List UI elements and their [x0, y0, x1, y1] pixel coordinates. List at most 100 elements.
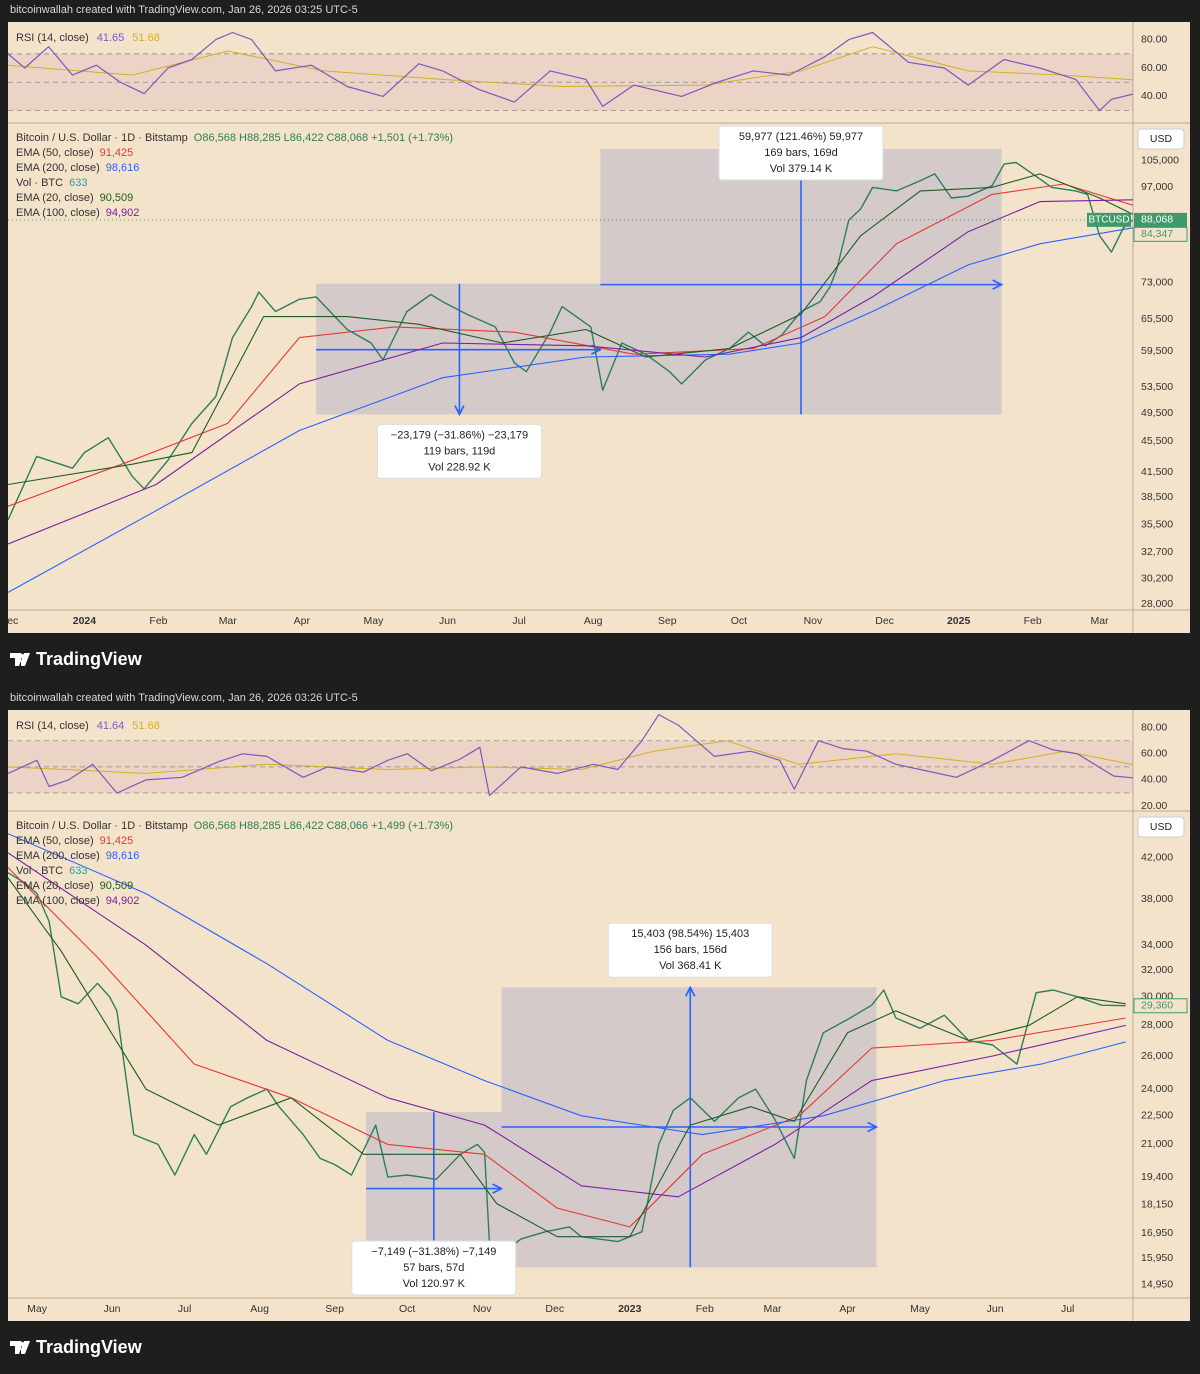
legend-entry: Vol · BTC 633 [16, 177, 87, 189]
measure-label: −7,149 (−31.38%) −7,149 [371, 1246, 496, 1258]
measure-label: Vol 379.14 K [770, 163, 833, 175]
rsi-legend: RSI (14, close) 41.65 51.68 [16, 32, 160, 44]
series-line [8, 877, 1126, 1238]
price-tick-label: 34,000 [1141, 939, 1173, 951]
rsi-legend-title: RSI (14, close) [16, 720, 89, 732]
legend-name: EMA (50, close) [16, 835, 94, 847]
price-tag-label: 88,068 [1141, 214, 1173, 226]
legend-entry: EMA (100, close) 94,902 [16, 895, 139, 907]
measure-label-box [718, 125, 884, 181]
header: bitcoinwallah created with TradingView.c… [10, 692, 358, 704]
price-tag [1133, 998, 1188, 1014]
x-tick-label: Feb [1024, 615, 1042, 627]
measure-label-box [376, 423, 542, 479]
measure-label: 57 bars, 57d [403, 1262, 464, 1274]
measure-label: Vol 368.41 K [659, 960, 722, 972]
symbol-tag-label: BTCUSD [1088, 214, 1129, 225]
legend-entry: EMA (200, close) 98,616 [16, 162, 139, 174]
rsi-tick-label: 40.00 [1141, 774, 1167, 786]
x-tick-label: Jun [104, 1303, 121, 1315]
legend-name: Vol · BTC [16, 177, 63, 189]
x-tick-label: Sep [325, 1303, 344, 1315]
currency-box [1137, 128, 1185, 150]
price-tick-label: 73,000 [1141, 277, 1173, 289]
x-tick-label: Jul [178, 1303, 191, 1315]
price-tick-label: 32,000 [1141, 964, 1173, 976]
rsi-legend-value: 51.68 [132, 720, 160, 732]
x-tick-label: Apr [294, 615, 311, 627]
price-tick-label: 45,500 [1141, 435, 1173, 447]
price-tick-label: 19,400 [1141, 1171, 1173, 1183]
x-tick-label: Oct [731, 615, 747, 627]
x-tick-label: 2024 [73, 615, 97, 627]
x-tick-label: May [364, 615, 385, 627]
measure-label-box [351, 1240, 517, 1296]
rsi-legend: RSI (14, close) 41.64 51.68 [16, 720, 160, 732]
legend-name: EMA (20, close) [16, 192, 94, 204]
logo-mark [10, 653, 30, 666]
legend-entry: Bitcoin / U.S. Dollar · 1D · Bitstamp O86… [16, 132, 453, 144]
series-line [8, 31, 1133, 112]
x-tick-label: May [910, 1303, 931, 1315]
legend-name: EMA (20, close) [16, 880, 94, 892]
legend-value: 98,616 [106, 162, 140, 174]
legend-value: 91,425 [100, 835, 134, 847]
price-tick-label: 18,150 [1141, 1198, 1173, 1210]
rsi-tick-label: 60.00 [1141, 62, 1167, 74]
symbol-tag [1087, 212, 1131, 227]
price-tick-label: 28,000 [1141, 1019, 1173, 1031]
logo-dot [19, 653, 24, 659]
measure-label: Vol 120.97 K [403, 1278, 466, 1290]
price-tick-label: 22,500 [1141, 1110, 1173, 1122]
x-tick-label: Aug [250, 1303, 269, 1315]
logo-dot [19, 1341, 24, 1347]
legend-name: Bitcoin / U.S. Dollar · 1D · Bitstamp [16, 820, 188, 832]
x-tick-label: Feb [696, 1303, 714, 1315]
measure-label-box [607, 922, 773, 978]
currency-box [1137, 816, 1185, 838]
legend-value: O86,568 H88,285 L86,422 C88,068 +1,501 (… [194, 132, 453, 144]
rsi-tick-label: 60.00 [1141, 748, 1167, 760]
price-tick-label: 105,000 [1141, 155, 1179, 167]
series-line [8, 833, 1126, 1136]
price-tick-label: 41,500 [1141, 466, 1173, 478]
x-tick-label: Jun [987, 1303, 1004, 1315]
rsi-tick-label: 40.00 [1141, 90, 1167, 102]
price-tick-label: 28,000 [1141, 598, 1173, 610]
price-tick-label: 97,000 [1141, 181, 1173, 193]
legend-entry: Bitcoin / U.S. Dollar · 1D · Bitstamp O86… [16, 820, 453, 832]
x-tick-label: May [27, 1303, 48, 1315]
legend-entry: EMA (50, close) 91,425 [16, 147, 133, 159]
series-line [8, 227, 1133, 593]
price-tick-label: 24,000 [1141, 1083, 1173, 1095]
legend-value: 94,902 [106, 895, 140, 907]
logo-text: TradingView [36, 649, 143, 669]
chart: bitcoinwallah created with TradingView.c… [7, 4, 1190, 669]
legend-entry: Vol · BTC 633 [16, 865, 87, 877]
legend-entry: EMA (200, close) 98,616 [16, 850, 139, 862]
logo-mark [10, 1341, 30, 1354]
x-tick-label: Mar [1091, 615, 1110, 627]
x-tick-label: Apr [839, 1303, 856, 1315]
price-tick-label: 38,000 [1141, 893, 1173, 905]
price-tick-label: 38,500 [1141, 491, 1173, 503]
price-tag [1133, 226, 1188, 242]
legend-name: Vol · BTC [16, 865, 63, 877]
series-line [8, 173, 1133, 486]
legend-name: EMA (100, close) [16, 207, 100, 219]
legend-value: 91,425 [100, 147, 134, 159]
legend-entry: EMA (100, close) 94,902 [16, 207, 139, 219]
measure-label: 15,403 (98.54%) 15,403 [631, 928, 749, 940]
price-tick-label: 35,500 [1141, 518, 1173, 530]
legend-name: Bitcoin / U.S. Dollar · 1D · Bitstamp [16, 132, 188, 144]
legend-entry: EMA (50, close) 91,425 [16, 835, 133, 847]
price-tick-label: 65,500 [1141, 313, 1173, 325]
price-tick-label: 21,000 [1141, 1138, 1173, 1150]
price-tick-label: 59,500 [1141, 345, 1173, 357]
x-tick-label: Jul [512, 615, 525, 627]
currency-label: USD [1150, 821, 1173, 833]
legend-value: 633 [69, 177, 87, 189]
price-tick-label: 26,000 [1141, 1050, 1173, 1062]
